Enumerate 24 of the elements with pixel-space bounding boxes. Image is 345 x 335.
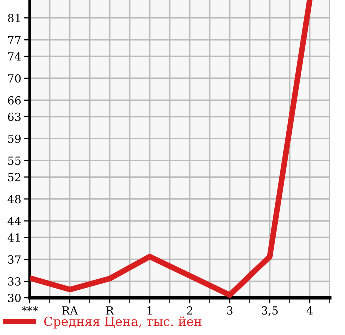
y-tick-label: 37 [8,256,21,264]
y-tick-label: 30 [8,294,21,302]
x-tick-label: R [106,306,114,315]
y-tick-label: 74 [8,52,22,61]
y-tick-label: 44 [8,217,22,226]
y-tick-label: 33 [8,278,21,286]
x-tick-label: 1 [148,306,152,315]
y-tick-label: 52 [8,173,21,182]
y-tick-label: 48 [8,195,21,204]
y-tick-label: 59 [8,134,21,144]
x-tick-label: 2 [187,306,192,315]
legend-label: Средняя Цена, тыс. йен [44,316,202,329]
x-tick-label: *** [22,306,38,312]
y-tick-label: 66 [8,96,21,105]
x-tick-label: 3 [227,306,233,315]
y-tick-label: 41 [8,234,20,242]
x-tick-label: 4 [306,306,313,315]
y-tick-label: 77 [8,36,21,44]
y-tick-label: 70 [8,74,21,83]
x-tick-label: RA [62,306,78,315]
y-tick-label: 81 [8,14,20,22]
y-tick-label: 55 [8,156,21,166]
y-tick-label: 63 [8,112,21,122]
x-tick-label: 3,5 [262,306,278,316]
